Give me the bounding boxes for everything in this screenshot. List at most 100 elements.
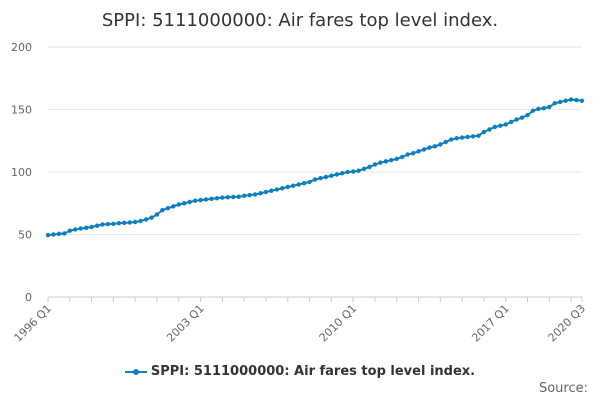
x-tick-label: 2020 Q3: [546, 302, 589, 345]
data-point: [552, 101, 557, 106]
data-point: [476, 133, 481, 138]
data-point: [574, 97, 579, 103]
legend-swatch: [124, 367, 147, 377]
data-point: [116, 221, 122, 226]
data-point: [127, 220, 132, 225]
data-point: [138, 218, 143, 224]
data-point: [519, 115, 525, 120]
data-point: [301, 181, 307, 186]
data-point: [105, 221, 111, 227]
data-point: [530, 108, 536, 113]
data-point: [187, 199, 192, 205]
data-point: [508, 119, 514, 125]
data-point: [274, 187, 280, 192]
data-point: [318, 176, 323, 181]
data-point: [427, 145, 432, 150]
data-point: [399, 154, 405, 160]
data-point: [154, 212, 160, 217]
data-point: [454, 136, 459, 141]
data-point: [563, 98, 568, 103]
data-point: [547, 104, 552, 110]
y-tick-label: 50: [18, 229, 32, 242]
data-point: [541, 106, 547, 111]
data-point: [481, 129, 487, 135]
data-point: [45, 232, 51, 238]
legend-label: SPPI: 5111000000: Air fares top level in…: [150, 364, 476, 379]
data-point: [307, 179, 312, 185]
data-point: [334, 172, 339, 177]
x-axis: 1996 Q1 2003 Q1 2010 Q1 2017 Q1 2020 Q3: [12, 296, 589, 345]
data-point: [182, 201, 187, 206]
data-point: [416, 149, 421, 154]
y-tick-label: 150: [11, 104, 32, 117]
series-layer: [45, 97, 585, 238]
data-point: [122, 220, 127, 226]
data-point: [465, 134, 470, 140]
x-tick-label: 2017 Q1: [469, 302, 512, 345]
data-point: [410, 151, 416, 156]
data-point: [198, 197, 203, 203]
data-point: [340, 171, 345, 176]
data-point: [487, 127, 492, 132]
series-line: [47, 98, 583, 237]
x-tick-label: 2003 Q1: [164, 302, 207, 345]
gridlines: [48, 46, 582, 298]
data-point: [378, 160, 383, 165]
data-point: [165, 206, 171, 211]
data-point: [269, 188, 274, 193]
data-point: [361, 166, 367, 172]
data-point: [514, 117, 519, 122]
data-point: [143, 217, 149, 222]
data-point: [252, 192, 258, 197]
data-point: [192, 198, 198, 203]
data-point: [78, 226, 83, 231]
data-point: [394, 156, 399, 162]
data-point: [231, 194, 236, 200]
data-point: [323, 174, 329, 180]
data-point: [247, 192, 252, 198]
data-point: [356, 168, 361, 173]
data-point: [285, 184, 290, 190]
data-point: [291, 183, 296, 188]
data-point: [525, 112, 530, 118]
data-point: [296, 182, 301, 187]
data-point: [470, 134, 476, 139]
data-point: [176, 202, 181, 207]
data-point: [312, 177, 318, 182]
data-point: [56, 231, 62, 237]
data-point: [438, 142, 443, 147]
y-tick-label: 0: [25, 291, 32, 304]
data-point: [160, 207, 165, 213]
data-point: [345, 169, 350, 175]
data-point: [263, 189, 269, 195]
data-point: [503, 122, 508, 127]
data-point: [258, 191, 263, 196]
data-point: [73, 227, 78, 232]
data-point: [383, 159, 389, 164]
data-point: [100, 222, 105, 227]
data-point: [225, 195, 231, 200]
data-point: [329, 173, 334, 178]
data-point: [209, 196, 214, 202]
data-point: [89, 224, 94, 230]
y-axis: 0 50 100 150 200: [11, 41, 32, 304]
data-point: [459, 135, 465, 140]
data-point: [241, 193, 247, 198]
data-point: [236, 194, 241, 199]
data-point: [432, 144, 438, 149]
data-point: [498, 123, 503, 128]
data-point: [203, 197, 209, 202]
data-point: [132, 219, 138, 225]
data-point: [421, 147, 427, 152]
data-point: [350, 169, 356, 174]
y-tick-label: 100: [11, 166, 32, 179]
x-tick-label: 1996 Q1: [12, 302, 55, 345]
legend[interactable]: SPPI: 5111000000: Air fares top level in…: [0, 364, 600, 379]
data-point: [558, 99, 563, 105]
data-point: [536, 106, 541, 112]
data-point: [449, 137, 454, 142]
data-point: [62, 231, 67, 236]
chart-title: SPPI: 5111000000: Air fares top level in…: [101, 10, 499, 31]
data-point: [372, 162, 378, 167]
